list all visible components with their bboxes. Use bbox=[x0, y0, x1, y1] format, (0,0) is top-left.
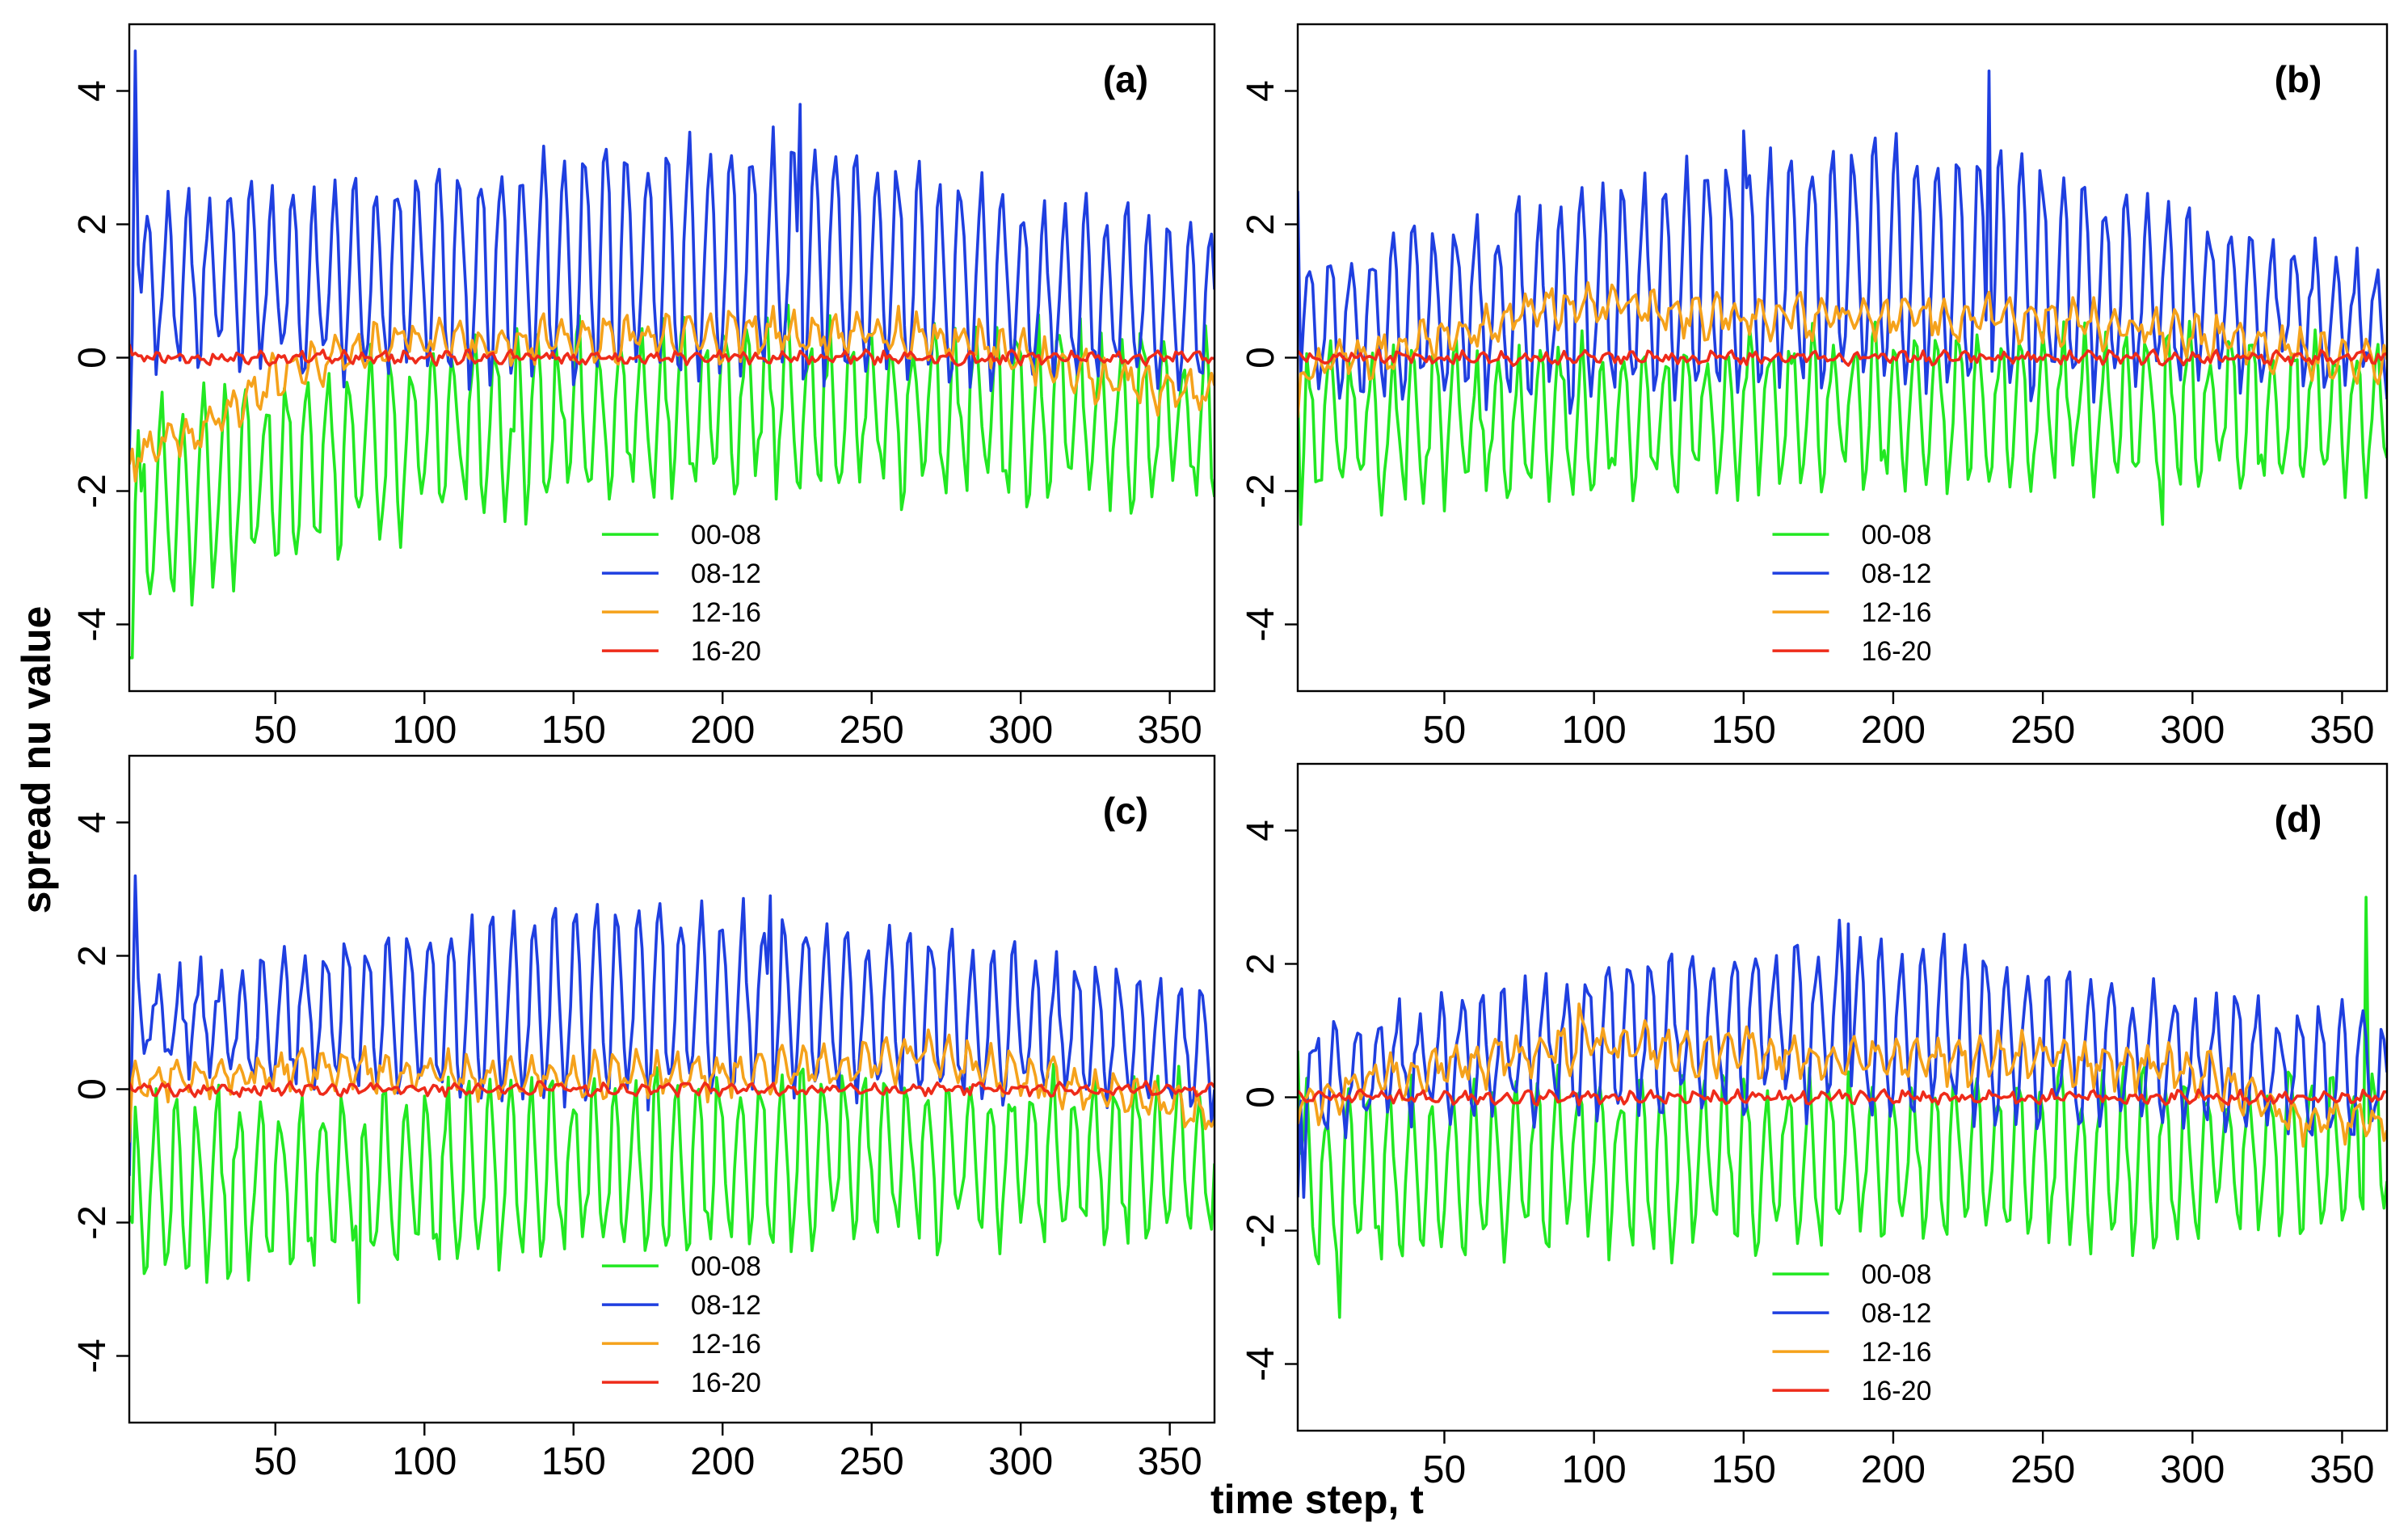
y-tick-label: 4 bbox=[1240, 820, 1282, 841]
legend-label-00-08: 00-08 bbox=[1861, 1259, 1931, 1290]
legend-label-12-16: 12-16 bbox=[691, 1329, 761, 1360]
legend: 00-08 08-12 12-16 16-20 bbox=[601, 520, 761, 667]
series-group bbox=[1298, 70, 2387, 526]
y-tick-label: -2 bbox=[1240, 474, 1282, 508]
x-axis-title: time step, t bbox=[1210, 1477, 1424, 1522]
y-tick-label: 2 bbox=[71, 945, 114, 967]
chart-panel-3: 50 100 150 200 250 300 350 -4 -2 0 2 4 (c) 00-08 08-12… bbox=[71, 754, 1216, 1483]
y-tick-label: 4 bbox=[71, 812, 114, 833]
series-group bbox=[1298, 896, 2387, 1319]
y-tick-label: -2 bbox=[1240, 1213, 1282, 1248]
x-tick-label: 350 bbox=[1138, 1440, 1202, 1483]
x-tick-label: 200 bbox=[690, 709, 755, 752]
x-tick-label: 50 bbox=[1423, 1448, 1466, 1491]
y-tick-label: 0 bbox=[1240, 1086, 1282, 1108]
legend: 00-08 08-12 12-16 16-20 bbox=[1772, 520, 1931, 667]
panel-label: (c) bbox=[1103, 790, 1148, 832]
y-tick-label: -4 bbox=[1240, 607, 1282, 642]
x-tick-label: 250 bbox=[840, 1440, 904, 1483]
legend-label-00-08: 00-08 bbox=[691, 1251, 761, 1282]
y-tick-label: -4 bbox=[71, 1339, 114, 1373]
x-tick-label: 350 bbox=[2309, 1448, 2374, 1491]
x-tick-label: 250 bbox=[2010, 709, 2075, 752]
x-tick-label: 200 bbox=[690, 1440, 755, 1483]
x-tick-label: 200 bbox=[1861, 709, 1926, 752]
x-tick-label: 150 bbox=[1711, 1448, 1776, 1491]
x-tick-label: 300 bbox=[988, 709, 1053, 752]
y-axis-title: spread nu value bbox=[14, 606, 59, 914]
y-tick-label: 0 bbox=[1240, 347, 1282, 369]
y-tick-label: -4 bbox=[1240, 1347, 1282, 1381]
x-tick-label: 300 bbox=[2160, 709, 2225, 752]
legend-label-16-20: 16-20 bbox=[691, 636, 761, 667]
y-tick-label: 4 bbox=[1240, 80, 1282, 102]
legend-label-12-16: 12-16 bbox=[691, 597, 761, 628]
series-line-16-20 bbox=[1298, 348, 2387, 367]
x-tick-label: 350 bbox=[1138, 709, 1202, 752]
legend-label-12-16: 12-16 bbox=[1861, 597, 1931, 628]
x-tick-label: 100 bbox=[1562, 1448, 1627, 1491]
series-line-16-20 bbox=[129, 344, 1215, 367]
x-tick-label: 150 bbox=[541, 1440, 606, 1483]
x-tick-label: 250 bbox=[2010, 1448, 2075, 1491]
legend: 00-08 08-12 12-16 16-20 bbox=[601, 1251, 761, 1398]
series-line-00-08 bbox=[129, 1063, 1215, 1305]
series-line-08-12 bbox=[1298, 918, 2387, 1200]
series-group bbox=[129, 874, 1215, 1305]
series-group bbox=[129, 49, 1215, 660]
series-line-12-16 bbox=[1298, 1002, 2387, 1148]
series-line-08-12 bbox=[1298, 70, 2387, 415]
chart-panel-4: 50 100 150 200 250 300 350 -4 -2 0 2 4 (d) 00-08 08-12… bbox=[1240, 762, 2389, 1491]
x-tick-label: 200 bbox=[1861, 1448, 1926, 1491]
y-tick-label: 2 bbox=[1240, 953, 1282, 975]
series-line-16-20 bbox=[129, 1080, 1215, 1098]
y-tick-label: 2 bbox=[1240, 213, 1282, 235]
x-tick-label: 150 bbox=[541, 709, 606, 752]
x-tick-label: 100 bbox=[392, 1440, 457, 1483]
y-tick-label: 4 bbox=[71, 80, 114, 102]
chart-panel-2: 50 100 150 200 250 300 350 -4 -2 0 2 4 (b) 00-08 08-12… bbox=[1240, 23, 2389, 752]
series-line-00-08 bbox=[129, 303, 1215, 660]
series-line-08-12 bbox=[129, 874, 1215, 1176]
x-tick-label: 50 bbox=[254, 1440, 297, 1483]
y-tick-label: -2 bbox=[71, 474, 114, 508]
series-line-12-16 bbox=[129, 305, 1215, 483]
x-tick-label: 250 bbox=[840, 709, 904, 752]
x-tick-label: 300 bbox=[2160, 1448, 2225, 1491]
legend-label-08-12: 08-12 bbox=[1861, 1298, 1931, 1329]
legend-label-12-16: 12-16 bbox=[1861, 1337, 1931, 1368]
x-tick-label: 150 bbox=[1711, 709, 1776, 752]
legend-label-16-20: 16-20 bbox=[1861, 1376, 1931, 1406]
x-tick-label: 50 bbox=[1423, 709, 1466, 752]
legend-label-00-08: 00-08 bbox=[691, 520, 761, 550]
series-line-12-16 bbox=[1298, 280, 2387, 418]
x-tick-label: 300 bbox=[988, 1440, 1053, 1483]
y-tick-label: -4 bbox=[71, 607, 114, 642]
y-tick-label: 2 bbox=[71, 213, 114, 235]
panel-label: (b) bbox=[2275, 58, 2322, 100]
x-tick-label: 50 bbox=[254, 709, 297, 752]
y-tick-label: -2 bbox=[71, 1205, 114, 1240]
legend-label-08-12: 08-12 bbox=[691, 1290, 761, 1321]
series-line-00-08 bbox=[1298, 319, 2387, 526]
panel-label: (d) bbox=[2275, 798, 2322, 840]
legend-label-16-20: 16-20 bbox=[691, 1368, 761, 1398]
legend-label-16-20: 16-20 bbox=[1861, 636, 1931, 667]
x-tick-label: 100 bbox=[392, 709, 457, 752]
legend: 00-08 08-12 12-16 16-20 bbox=[1772, 1259, 1931, 1406]
y-tick-label: 0 bbox=[71, 347, 114, 369]
x-tick-label: 100 bbox=[1562, 709, 1627, 752]
series-line-16-20 bbox=[1298, 1088, 2387, 1107]
series-line-08-12 bbox=[129, 49, 1215, 458]
legend-label-00-08: 00-08 bbox=[1861, 520, 1931, 550]
panel-label: (a) bbox=[1103, 58, 1148, 100]
chart-panel-1: 50 100 150 200 250 300 350 -4 -2 0 2 4 (a) 00-08 08-12… bbox=[71, 23, 1216, 752]
y-tick-label: 0 bbox=[71, 1078, 114, 1100]
legend-label-08-12: 08-12 bbox=[1861, 559, 1931, 589]
x-tick-label: 350 bbox=[2309, 709, 2374, 752]
legend-label-08-12: 08-12 bbox=[691, 559, 761, 589]
